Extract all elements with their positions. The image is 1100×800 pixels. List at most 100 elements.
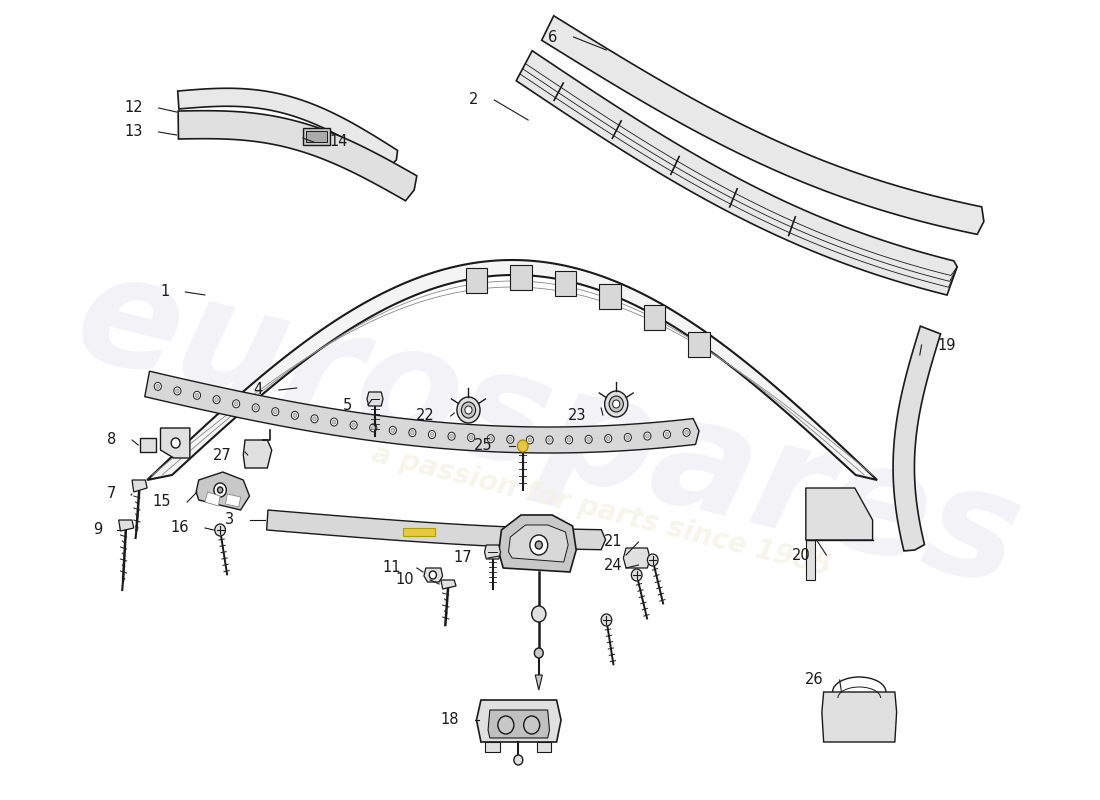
Polygon shape <box>541 16 983 234</box>
Text: 4: 4 <box>254 382 263 398</box>
Circle shape <box>530 535 548 555</box>
Polygon shape <box>806 488 872 540</box>
Polygon shape <box>178 88 397 166</box>
Polygon shape <box>498 515 576 572</box>
Circle shape <box>456 397 480 423</box>
Polygon shape <box>508 525 569 562</box>
Text: 17: 17 <box>453 550 472 566</box>
Circle shape <box>274 410 277 414</box>
Circle shape <box>430 433 433 437</box>
Circle shape <box>468 434 475 442</box>
Polygon shape <box>689 333 710 358</box>
Circle shape <box>176 389 179 393</box>
Circle shape <box>536 541 542 549</box>
Circle shape <box>683 428 690 436</box>
Circle shape <box>195 394 199 398</box>
Text: 19: 19 <box>937 338 956 353</box>
Circle shape <box>389 426 396 434</box>
Circle shape <box>585 435 592 443</box>
Polygon shape <box>476 700 561 742</box>
Text: 1: 1 <box>161 285 169 299</box>
Polygon shape <box>806 540 815 580</box>
Polygon shape <box>510 265 531 290</box>
Polygon shape <box>132 480 147 492</box>
Circle shape <box>194 391 200 399</box>
Text: 27: 27 <box>213 447 232 462</box>
Circle shape <box>524 716 540 734</box>
Text: 8: 8 <box>107 433 116 447</box>
Circle shape <box>613 400 619 408</box>
Polygon shape <box>266 510 606 550</box>
Circle shape <box>330 418 338 426</box>
Text: 22: 22 <box>416 409 434 423</box>
Polygon shape <box>403 528 434 536</box>
Circle shape <box>648 554 658 566</box>
Polygon shape <box>145 371 698 453</box>
Text: 16: 16 <box>170 521 189 535</box>
Circle shape <box>409 429 416 437</box>
Polygon shape <box>488 710 550 738</box>
Polygon shape <box>644 305 666 330</box>
Text: 2: 2 <box>469 93 478 107</box>
Circle shape <box>528 438 531 442</box>
Circle shape <box>646 434 649 438</box>
Circle shape <box>666 432 669 436</box>
Circle shape <box>332 420 336 424</box>
Circle shape <box>428 430 436 438</box>
Circle shape <box>352 423 355 427</box>
Polygon shape <box>119 520 134 531</box>
Circle shape <box>461 402 475 418</box>
Polygon shape <box>424 568 442 582</box>
Circle shape <box>410 430 415 434</box>
Polygon shape <box>178 110 417 201</box>
Circle shape <box>517 440 528 452</box>
Circle shape <box>172 438 180 448</box>
Circle shape <box>508 438 513 442</box>
Polygon shape <box>147 260 877 480</box>
Text: a passion for parts since 1985: a passion for parts since 1985 <box>368 439 834 581</box>
Polygon shape <box>161 428 190 458</box>
Circle shape <box>548 438 551 442</box>
Text: 12: 12 <box>124 101 143 115</box>
Polygon shape <box>536 675 542 690</box>
Circle shape <box>213 483 227 497</box>
Polygon shape <box>205 492 220 506</box>
Polygon shape <box>516 50 957 295</box>
Text: 10: 10 <box>396 573 415 587</box>
Circle shape <box>293 414 297 418</box>
Text: 25: 25 <box>474 438 493 454</box>
Circle shape <box>214 524 225 536</box>
Circle shape <box>487 434 494 442</box>
Circle shape <box>252 404 260 412</box>
Polygon shape <box>537 742 551 752</box>
Text: 24: 24 <box>604 558 623 573</box>
Text: eurospares: eurospares <box>60 241 1034 619</box>
Polygon shape <box>554 270 576 296</box>
Circle shape <box>605 434 612 442</box>
Text: 20: 20 <box>792 547 811 562</box>
Circle shape <box>568 438 571 442</box>
Circle shape <box>626 435 629 439</box>
Circle shape <box>232 400 240 408</box>
Circle shape <box>292 411 298 419</box>
Circle shape <box>311 415 318 423</box>
Polygon shape <box>465 267 487 293</box>
Circle shape <box>606 437 610 441</box>
Polygon shape <box>302 128 330 145</box>
Polygon shape <box>484 545 500 559</box>
Circle shape <box>156 384 160 388</box>
Circle shape <box>370 424 377 432</box>
Circle shape <box>514 755 522 765</box>
Text: 7: 7 <box>107 486 116 502</box>
Text: 6: 6 <box>548 30 558 45</box>
Text: 3: 3 <box>226 513 234 527</box>
Polygon shape <box>485 742 499 752</box>
Circle shape <box>372 426 375 430</box>
Circle shape <box>587 438 591 442</box>
Circle shape <box>609 396 624 412</box>
Circle shape <box>535 648 543 658</box>
Polygon shape <box>367 392 383 406</box>
Polygon shape <box>243 440 272 468</box>
Polygon shape <box>196 472 250 510</box>
Text: 15: 15 <box>153 494 172 510</box>
